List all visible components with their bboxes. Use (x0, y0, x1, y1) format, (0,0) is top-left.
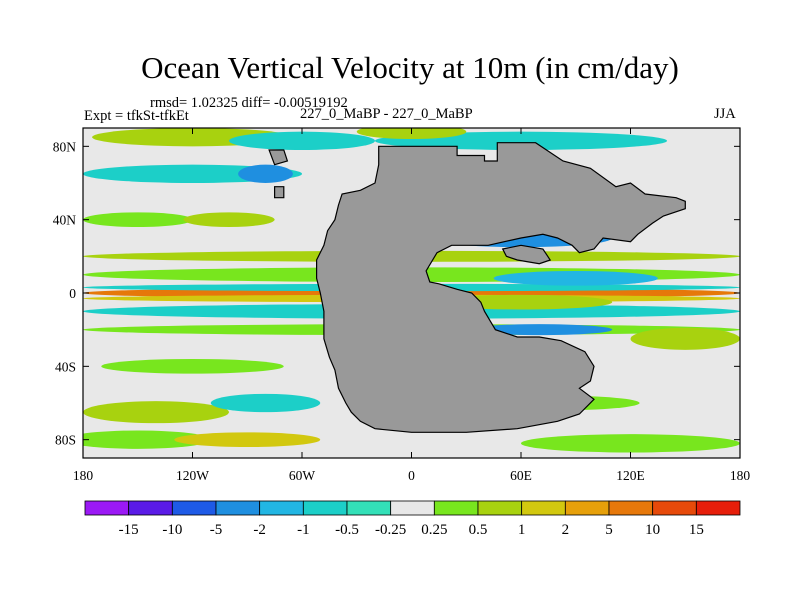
x-tick-label: 180 (73, 468, 94, 483)
colorbar-label: 15 (689, 522, 704, 538)
colorbar-label: -0.25 (375, 522, 406, 538)
colorbar-swatch (608, 500, 654, 516)
land-polygon (274, 186, 285, 199)
stats-string: rmsd= 1.02325 diff= -0.00519192 (150, 95, 348, 111)
colorbar-swatch (433, 500, 479, 516)
colorbar-swatch (84, 500, 130, 516)
colorbar-label: -2 (253, 522, 266, 538)
land-polygon (316, 142, 686, 433)
colorbar-swatch (302, 500, 348, 516)
plot-area (83, 128, 740, 458)
colorbar-label: -1 (297, 522, 310, 538)
y-tick-label: 80N (53, 139, 77, 154)
velocity-patch (210, 393, 321, 413)
colorbar-swatch (259, 500, 304, 516)
colorbar-swatch (128, 500, 173, 516)
velocity-patch (174, 432, 321, 447)
x-tick-label: 60E (510, 468, 532, 483)
colorbar-label: 5 (605, 522, 613, 538)
colorbar-label: 0.5 (469, 522, 488, 538)
land-mask (268, 142, 686, 433)
colorbar-swatch (171, 500, 217, 516)
x-tick-label: 120E (616, 468, 645, 483)
velocity-patch (183, 212, 275, 228)
colorbar-label: -10 (162, 522, 182, 538)
colorbar-label: 0.25 (421, 522, 447, 538)
velocity-patch (229, 131, 375, 150)
colorbar-swatch (477, 500, 523, 516)
colorbar-swatch (215, 500, 261, 516)
x-tick-label: 0 (408, 468, 415, 483)
land-polygon (268, 149, 289, 166)
velocity-patch (83, 212, 193, 228)
colorbar-swatch (390, 500, 435, 516)
velocity-patch (493, 271, 658, 286)
right-string: JJA (714, 106, 736, 122)
colorbar-swatch (652, 500, 697, 516)
y-tick-label: 40N (53, 213, 77, 228)
y-tick-label: 40S (55, 359, 76, 374)
y-tick-label: 80S (55, 433, 76, 448)
colorbar-label: -5 (210, 522, 223, 538)
y-tick-label: 0 (69, 286, 76, 301)
left-string: Expt = tfkSt-tfkEt (84, 108, 189, 124)
colorbar-swatch (695, 500, 741, 516)
colorbar-label: -15 (119, 522, 139, 538)
center-string: 227_0_MaBP - 227_0_MaBP (300, 106, 473, 122)
y-axis: 80N 40N 0 40S 80S (53, 139, 740, 448)
x-axis: 180 120W 60W 0 60E 120E 180 (73, 128, 751, 483)
colorbar-label: -0.5 (335, 522, 359, 538)
colorbar-swatch (521, 500, 566, 516)
velocity-patch (83, 430, 211, 449)
land-polygon (501, 244, 552, 265)
colorbar-swatch (346, 500, 392, 516)
chart-title: Ocean Vertical Velocity at 10m (in cm/da… (141, 50, 679, 85)
velocity-patch (521, 434, 740, 453)
colorbar-label: 1 (518, 522, 526, 538)
colorbar-swatch (564, 500, 610, 516)
velocity-patch (101, 359, 284, 374)
colorbar-label: 2 (562, 522, 570, 538)
velocity-patch (238, 164, 293, 183)
colorbar-label: 10 (645, 522, 660, 538)
x-tick-label: 120W (176, 468, 209, 483)
x-tick-label: 60W (289, 468, 316, 483)
velocity-patch (83, 401, 229, 424)
velocity-patch (630, 327, 740, 350)
colorbar: -15 -10 -5 -2 -1 -0.5 -0.25 0.25 0.5 1 2 5 10 15 (84, 500, 741, 538)
x-tick-label: 180 (730, 468, 751, 483)
